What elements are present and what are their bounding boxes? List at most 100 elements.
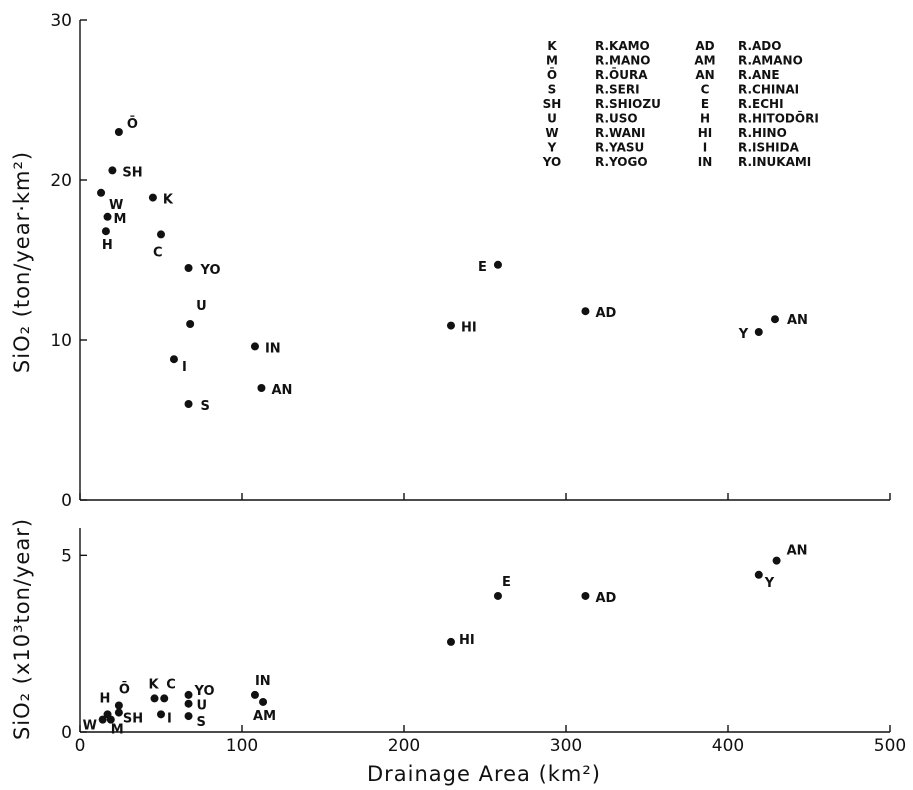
top-y-axis-title: SiO₂ (ton/year·km²) (10, 151, 34, 373)
top-y-tick-label: 10 (50, 331, 72, 351)
bottom-axes (79, 528, 890, 733)
data-point-label: AD (595, 591, 616, 606)
data-point-label: M (111, 723, 124, 738)
top-y-tick-label: 0 (61, 491, 72, 511)
top-axes (79, 20, 890, 501)
legend: K R.KAMO M R.MANO Ō R.ŌURA S R.SERI SH R.SHIOZU U R… (542, 39, 819, 169)
legend-code: SH (543, 97, 562, 111)
data-point (160, 694, 169, 703)
legend-code: K (547, 39, 557, 53)
data-point-label: AN (787, 313, 808, 328)
data-point-label: K (149, 677, 160, 692)
data-point-label: K (163, 193, 174, 208)
data-point-label: HI (461, 321, 477, 336)
legend-code: H (700, 112, 710, 126)
legend-river-name: R.ECHI (738, 97, 784, 111)
data-point (259, 697, 268, 706)
data-point (98, 715, 107, 724)
data-point (250, 342, 259, 351)
bottom-y-tick-label: 0 (61, 723, 72, 743)
data-point-label: YO (194, 684, 215, 699)
legend-river-name: R.ŌURA (595, 67, 648, 82)
x-tick-label: 200 (388, 736, 420, 756)
bottom-y-tick-label: 5 (61, 546, 72, 566)
data-point (157, 710, 165, 719)
data-point-label: C (166, 677, 176, 692)
data-point (754, 570, 763, 579)
data-point-label: Ō (127, 116, 138, 132)
x-tick-label: 500 (874, 736, 906, 756)
legend-river-name: R.SERI (595, 83, 640, 97)
data-point-label: H (100, 691, 111, 706)
legend-code: HI (698, 126, 713, 140)
legend-river-name: R.KAMO (595, 39, 650, 53)
data-point-label: U (196, 299, 207, 314)
legend-river-name: R.YASU (595, 141, 644, 155)
data-point-label: M (114, 212, 127, 227)
legend-river-name: R.ISHIDA (738, 141, 800, 155)
data-point (772, 556, 781, 565)
legend-code: AN (695, 68, 714, 82)
data-point-label: C (153, 245, 163, 260)
data-point (101, 227, 110, 236)
data-point-label: AN (787, 544, 808, 559)
top-y-tick-label: 30 (50, 11, 72, 31)
data-point-label: S (201, 399, 210, 414)
data-point (108, 166, 117, 175)
legend-code: M (546, 54, 558, 68)
bottom-ticks: 0 100 200 300 400 500 0 5 (61, 546, 906, 756)
data-point (157, 230, 165, 239)
data-point (114, 708, 123, 717)
data-point (114, 128, 123, 136)
data-point (446, 637, 455, 646)
data-point-label: Ō (119, 682, 130, 698)
legend-code: I (703, 141, 707, 155)
legend-river-name: R.WANI (595, 126, 646, 140)
data-point (97, 188, 106, 197)
data-point (103, 212, 112, 221)
legend-river-name: R.ANE (738, 68, 780, 82)
data-point-label: H (102, 238, 113, 253)
legend-code: AM (694, 54, 715, 68)
legend-river-name: R.CHINAI (738, 83, 799, 97)
bottom-y-axis-title: SiO₂ (x10³ton/year) (10, 518, 34, 740)
data-point-label: E (478, 260, 487, 275)
legend-river-name: R.ADO (738, 39, 781, 53)
data-point (581, 591, 590, 600)
data-point-label: E (502, 575, 511, 590)
data-point (169, 355, 178, 364)
legend-river-name: R.HINO (738, 126, 787, 140)
data-point-label: SH (123, 712, 143, 727)
data-point-label: AD (595, 306, 616, 321)
data-point-label: U (197, 699, 208, 714)
legend-river-name: R.INUKAMI (738, 155, 811, 169)
legend-code: IN (698, 155, 713, 169)
data-point-label: AN (271, 383, 292, 398)
data-point-label: W (109, 198, 123, 213)
data-point (184, 712, 193, 721)
x-tick-label: 0 (75, 736, 86, 756)
data-point-label: I (167, 711, 172, 726)
data-point-label: SH (122, 165, 142, 180)
x-tick-label: 400 (712, 736, 744, 756)
top-y-tick-label: 20 (50, 171, 72, 191)
data-point (150, 694, 159, 703)
data-point (114, 701, 123, 710)
data-point-label: AM (253, 709, 276, 724)
legend-code: S (548, 83, 557, 97)
legend-code: Y (547, 141, 557, 155)
data-point-label: S (197, 715, 206, 730)
data-point-label: IN (265, 341, 281, 356)
data-point-label: HI (459, 633, 475, 648)
data-point (186, 320, 195, 328)
x-axis-title: Drainage Area (km²) (367, 762, 601, 786)
top-ticks: 0 10 20 30 (50, 11, 891, 511)
legend-river-name: R.YOGO (595, 155, 648, 169)
legend-river-name: R.MANO (595, 54, 651, 68)
data-point (770, 315, 779, 324)
legend-code: AD (695, 39, 714, 53)
